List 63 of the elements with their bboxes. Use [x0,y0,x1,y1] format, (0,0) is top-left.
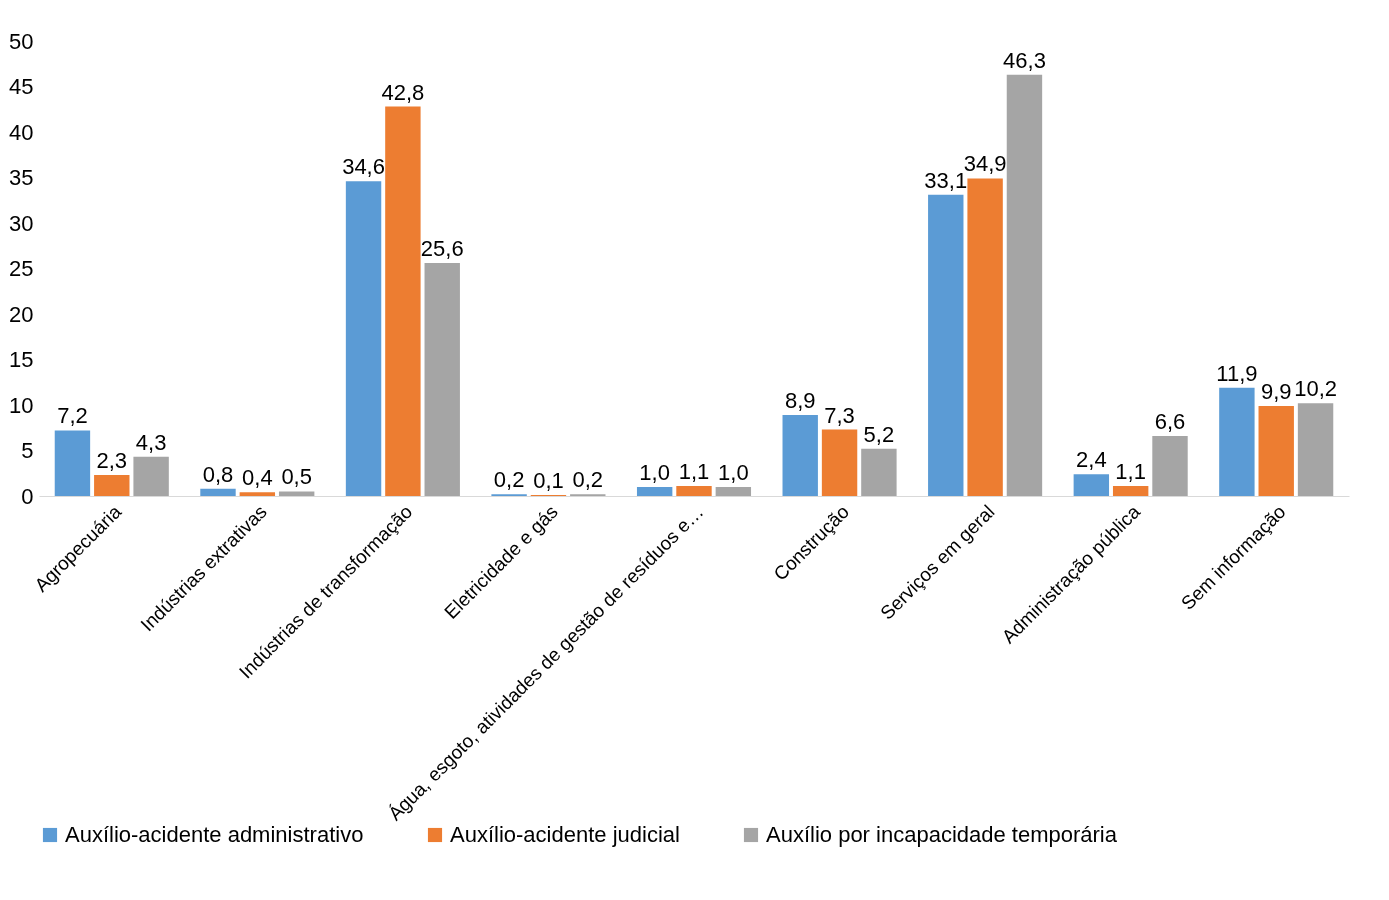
bar [54,430,91,496]
data-label: 10,2 [1294,376,1337,402]
data-label: 1,1 [678,458,710,484]
data-label: 42,8 [381,79,425,105]
y-tick-label: 45 [9,74,34,99]
bar [1152,435,1188,496]
data-label: 0,2 [493,467,525,493]
legend-label: Auxílio por incapacidade temporária [766,822,1118,847]
bar [239,492,276,496]
data-label: 6,6 [1154,408,1186,434]
data-label: 1,1 [1115,458,1146,484]
bar [967,178,1003,496]
y-tick-label: 15 [9,347,34,372]
bar [821,429,858,496]
bar [278,491,315,496]
data-label: 7,3 [824,402,855,428]
data-label: 34,6 [342,154,385,180]
bar [1258,405,1294,496]
data-label: 1,0 [639,459,670,485]
y-tick-label: 20 [9,301,34,327]
data-label: 5,2 [863,421,895,447]
bar [385,106,421,496]
bar [1219,387,1255,496]
legend-label: Auxílio-acidente administrativo [65,822,364,847]
data-label: 8,9 [784,388,816,414]
y-tick-label: 25 [9,256,34,281]
bar [928,194,964,496]
y-tick-label: 35 [9,165,34,190]
bar [94,475,130,496]
bar [345,181,382,496]
y-tick-label: 0 [21,483,34,509]
data-label: 0,1 [533,468,564,494]
bar [1006,74,1043,496]
y-tick-label: 40 [9,119,34,145]
bar [676,485,712,496]
data-label: 2,4 [1076,447,1107,473]
bar [133,456,169,496]
data-label: 7,2 [57,403,88,429]
y-tick-label: 5 [21,438,34,463]
bar [1112,485,1149,496]
data-label: 0,8 [202,461,234,487]
bar [715,486,752,496]
data-label: 0,5 [281,464,312,490]
bar [424,263,460,496]
y-tick-label: 50 [9,28,34,54]
y-tick-label: 10 [9,392,34,418]
bar [861,448,897,496]
data-label: 9,9 [1260,378,1292,404]
data-label: 1,0 [718,459,749,485]
data-label: 0,4 [242,465,273,491]
bar [782,415,818,496]
bar [636,486,673,496]
data-label: 46,3 [1003,47,1046,73]
data-label: 11,9 [1216,360,1258,386]
bar [1073,474,1110,496]
data-label: 25,6 [420,236,464,262]
bar [1297,403,1334,496]
data-label: 4,3 [135,429,167,455]
bar [200,488,236,496]
data-label: 2,3 [96,448,128,474]
y-tick-label: 30 [9,210,34,236]
legend-label: Auxílio-acidente judicial [450,822,680,847]
data-label: 0,2 [572,467,604,493]
